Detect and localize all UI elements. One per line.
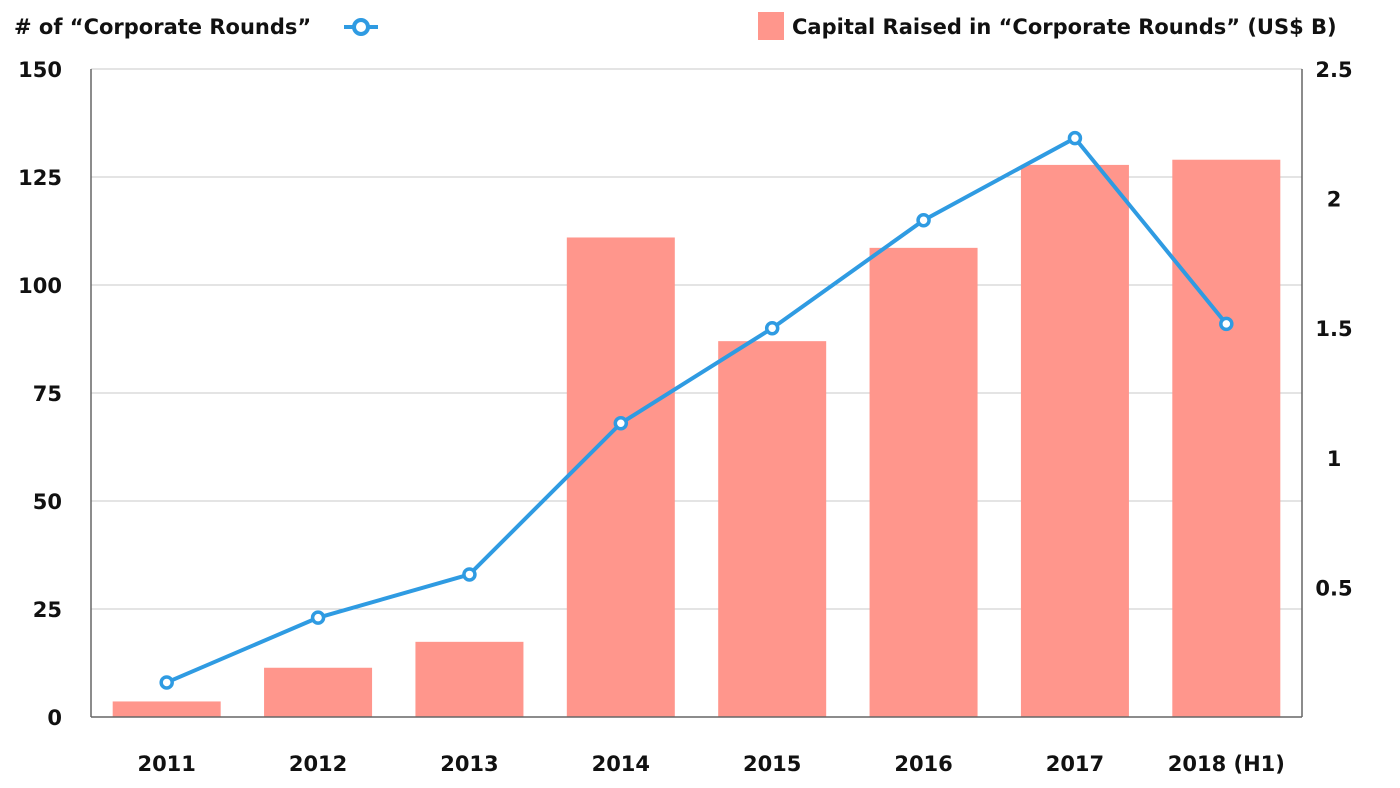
line-point-2013 [462, 567, 477, 582]
right-tick-label: 1 [1327, 447, 1342, 471]
line-point-2016 [916, 212, 931, 228]
line-point-2018-h1 [1219, 316, 1234, 332]
left-tick-label: 75 [33, 382, 62, 406]
left-tick-label: 100 [18, 274, 62, 298]
line-point-2011 [159, 675, 174, 690]
line-path [165, 136, 1228, 685]
bar-2012 [264, 667, 373, 717]
legend: # of “Corporate Rounds” Capital Raised i… [14, 12, 1337, 40]
left-tick-label: 150 [18, 58, 62, 82]
line-point-2017 [1067, 130, 1083, 146]
left-tick-label: 50 [33, 490, 62, 514]
x-tick-label: 2014 [592, 752, 650, 776]
legend-bar-swatch [758, 12, 784, 40]
legend-line-label: # of “Corporate Rounds” [14, 15, 311, 39]
x-tick-label: 2018 (H1) [1168, 752, 1285, 776]
bar-2014 [566, 237, 675, 718]
left-tick-label: 125 [18, 166, 62, 190]
right-axis: 0.5 1 1.5 2 2.5 [1315, 58, 1352, 600]
right-tick-label: 2 [1327, 188, 1342, 212]
bar-2015 [718, 341, 827, 717]
x-tick-label: 2011 [137, 752, 195, 776]
right-tick-label: 1.5 [1315, 317, 1352, 341]
x-tick-label: 2013 [440, 752, 498, 776]
bar-2017 [1020, 164, 1129, 718]
legend-bar-label: Capital Raised in “Corporate Rounds” (US… [792, 15, 1337, 39]
bar-2018-h1 [1172, 159, 1281, 718]
x-axis: 2011 2012 2013 2014 2015 2016 2017 2018 (H1) [137, 752, 1284, 776]
left-tick-label: 0 [47, 706, 62, 730]
bar-2011 [112, 701, 221, 717]
x-tick-label: 2016 [894, 752, 952, 776]
plot-frame [90, 69, 1303, 718]
line-point-2014 [613, 415, 629, 431]
line-series [159, 130, 1234, 690]
left-tick-label: 25 [33, 598, 62, 622]
bar-2016 [869, 247, 978, 717]
line-point-2012 [310, 610, 326, 625]
bar-series [112, 159, 1281, 718]
right-tick-label: 2.5 [1315, 58, 1352, 82]
x-tick-label: 2015 [743, 752, 801, 776]
right-tick-label: 0.5 [1315, 576, 1352, 600]
legend-line-swatch [344, 18, 378, 36]
x-tick-label: 2017 [1046, 752, 1104, 776]
line-point-2015 [764, 320, 780, 336]
x-tick-label: 2012 [289, 752, 347, 776]
bar-2013 [415, 641, 524, 717]
left-axis: 0 25 50 75 100 125 150 [18, 58, 62, 730]
